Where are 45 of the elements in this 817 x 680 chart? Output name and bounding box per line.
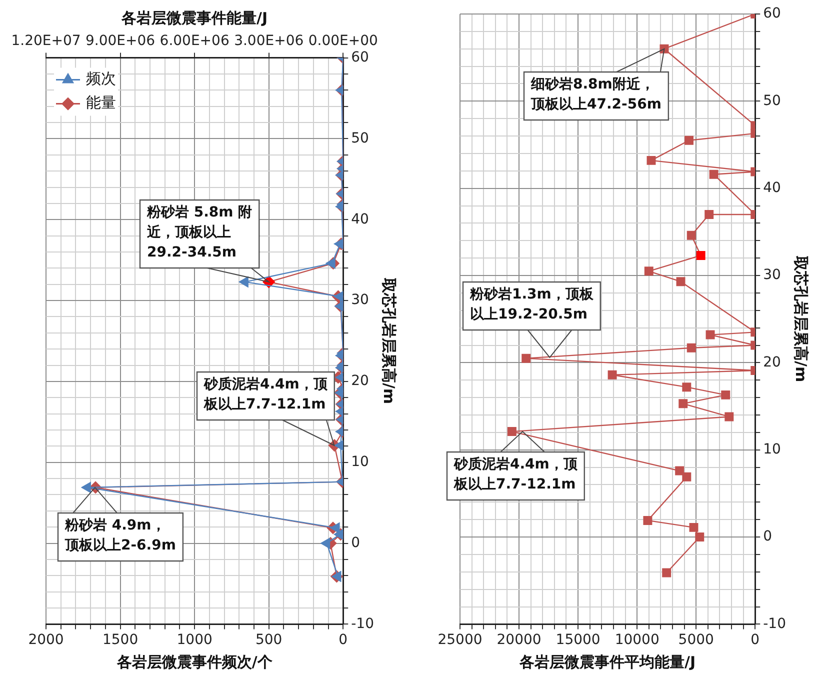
x-tick-label: 1000 <box>176 632 212 648</box>
x-axis-title: 各岩层微震事件频次/个 <box>116 652 274 671</box>
y-tick-label: 20 <box>763 354 781 370</box>
y-tick-label: 20 <box>351 373 369 390</box>
annotation: 粉砂岩 4.9m，顶板以上2-6.9m <box>64 518 176 554</box>
x-tick-label: 0 <box>338 632 348 648</box>
x2-axis-title: 各岩层微震事件能量/J <box>120 8 268 27</box>
legend-label: 频次 <box>86 70 116 88</box>
y-tick-label: 40 <box>763 180 781 196</box>
y-tick-label: 40 <box>351 211 369 228</box>
x2-tick-label: 0.00E+00 <box>308 33 378 50</box>
y-tick-label: 60 <box>763 6 781 22</box>
annotation: 细砂岩8.8m附近，顶板以上47.2-56m <box>530 76 662 113</box>
y-tick-label: 10 <box>351 454 369 470</box>
y-tick-label: -10 <box>351 616 374 632</box>
x-tick-label: 5000 <box>678 632 714 648</box>
y-tick-label: 0 <box>763 528 772 545</box>
annotation: 粉砂岩1.3m，顶板以上19.2-20.5m <box>469 286 594 323</box>
y-tick-label: 60 <box>351 49 369 66</box>
annotation: 砂质泥岩4.4m，顶板以上7.7-12.1m <box>453 456 578 493</box>
x-tick-label: 25000 <box>438 632 482 648</box>
legend-label: 能量 <box>86 94 116 112</box>
y-tick-label: -10 <box>763 616 786 632</box>
y-axis-title: 取芯孔岩层累高/m <box>380 276 398 404</box>
annotation: 砂质泥岩4.4m，顶板以上7.7-12.1m <box>203 376 328 413</box>
x-tick-label: 0 <box>750 632 760 648</box>
y-tick-label: 50 <box>351 130 369 146</box>
y-axis-title: 取芯孔岩层累高/m <box>792 255 810 382</box>
annotation: 粉砂岩 5.8m 附近，顶板以上29.2-34.5m <box>146 204 252 261</box>
x2-tick-label: 3.00E+06 <box>234 33 304 50</box>
y-tick-label: 10 <box>763 442 781 458</box>
x-tick-label: 20000 <box>496 632 542 648</box>
x-tick-label: 10000 <box>614 632 660 648</box>
x-tick-label: 1500 <box>102 632 138 648</box>
x-axis-title: 各岩层微震事件平均能量/J <box>518 652 696 671</box>
x2-tick-label: 6.00E+06 <box>160 33 230 50</box>
y-tick-label: 50 <box>763 92 781 109</box>
x2-tick-label: 1.20E+07 <box>11 33 81 50</box>
y-tick-label: 30 <box>763 267 781 284</box>
x-tick-label: 2000 <box>28 632 64 648</box>
x-tick-label: 15000 <box>556 632 600 648</box>
y-tick-label: 0 <box>351 534 360 551</box>
x-tick-label: 500 <box>255 632 282 648</box>
y-tick-label: 30 <box>351 292 369 308</box>
x2-tick-label: 9.00E+06 <box>86 33 156 50</box>
